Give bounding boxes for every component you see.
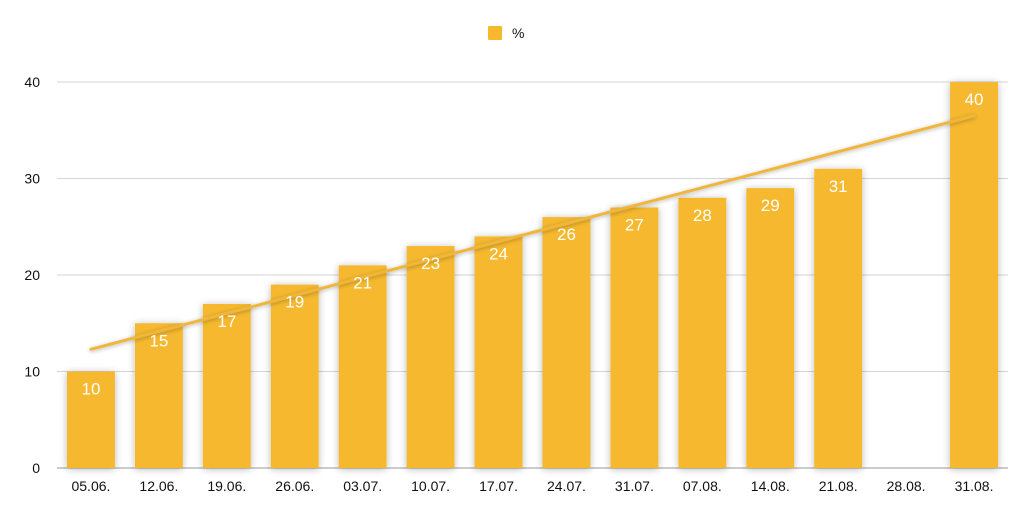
trendline [89,114,976,351]
x-tick-label: 19.06. [207,478,246,494]
bar [678,197,727,469]
bar [338,265,387,468]
bar-value-label: 28 [693,206,712,225]
y-tick-label: 40 [24,74,40,90]
bar [542,217,591,468]
x-tick-label: 21.08. [819,478,858,494]
bar [474,236,523,468]
bar [610,207,659,468]
bar-value-label: 24 [489,244,508,263]
bar [270,284,319,468]
bar [134,323,183,468]
bar-value-label: 21 [353,273,372,292]
y-tick-label: 10 [24,364,40,380]
x-tick-label: 14.08. [751,478,790,494]
y-tick-label: 30 [24,171,40,187]
bar-value-label: 10 [82,380,101,399]
bar [950,82,998,468]
legend-swatch-icon [488,26,502,40]
bar-value-label: 19 [285,293,304,312]
legend: % [488,25,524,41]
x-tick-label: 31.07. [615,478,654,494]
bar-layer [67,82,998,469]
x-tick-label: 07.08. [683,478,722,494]
bar [202,303,251,468]
legend-label: % [512,25,524,41]
bar-value-label: 29 [761,196,780,215]
x-tick-label: 10.07. [411,478,450,494]
x-tick-label: 12.06. [139,478,178,494]
data-label-layer: 10 15 17 19 21 23 24 26 27 28 29 31 40 [82,90,984,399]
x-tick-label: 31.08. [955,478,994,494]
bar [67,371,115,468]
bar-value-label: 23 [421,254,440,273]
x-tick-label: 03.07. [343,478,382,494]
bar-value-label: 31 [829,177,848,196]
x-tick-label: 26.06. [275,478,314,494]
bar-value-label: 17 [217,312,236,331]
y-tick-label: 20 [24,267,40,283]
bar-value-label: 26 [557,225,576,244]
x-tick-label: 28.08. [887,478,926,494]
bar [746,188,795,468]
bar-value-label: 15 [149,331,168,350]
x-tick-label: 05.06. [71,478,110,494]
trendline-layer [89,114,976,351]
bar-value-label: 27 [625,215,644,234]
x-tick-label: 17.07. [479,478,518,494]
y-tick-label: 0 [32,460,40,476]
bar-value-label: 40 [965,90,984,109]
bar [406,246,455,468]
bar [814,168,863,468]
x-tick-label: 24.07. [547,478,586,494]
